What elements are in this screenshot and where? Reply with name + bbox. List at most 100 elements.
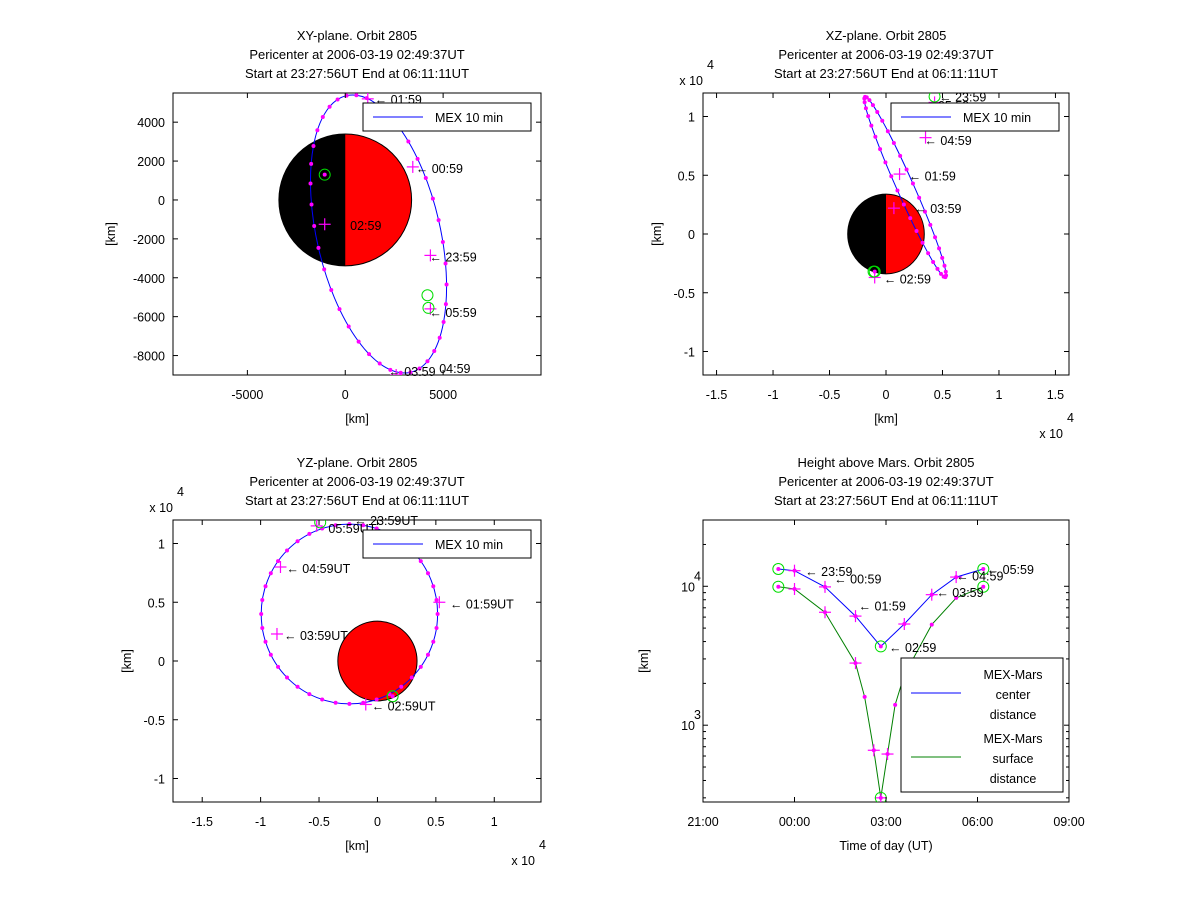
- ten-minute-dot: [425, 652, 430, 657]
- ten-minute-dot: [935, 266, 940, 271]
- ten-minute-dot: [434, 597, 439, 602]
- ten-minute-dot: [276, 559, 281, 564]
- x-tick-label: 06:00: [962, 815, 993, 829]
- x-axis-label: [km]: [345, 412, 369, 426]
- time-annotation-text: 01:59: [875, 599, 906, 613]
- ten-minute-dot: [327, 104, 332, 109]
- time-annotation-text: 05:59: [1003, 563, 1034, 577]
- time-annotation: ← 00:59: [834, 572, 881, 586]
- time-annotation: ← 03:59UT: [284, 629, 348, 643]
- ten-minute-dot: [430, 196, 435, 201]
- endpoint-marker: [772, 562, 785, 575]
- time-annotation-text: 05:59: [445, 306, 476, 320]
- y-tick-label: 0: [158, 194, 165, 208]
- mars-night-side: [847, 194, 886, 274]
- time-annotation-text: 02:59: [350, 219, 381, 233]
- ten-minute-dot: [260, 626, 265, 631]
- x-exponent-power: 4: [1067, 411, 1074, 425]
- legend-label: MEX 10 min: [435, 538, 503, 552]
- x-tick-label: -1: [767, 388, 778, 402]
- arrow-glyph: ←: [909, 169, 925, 183]
- ten-minute-dot: [409, 675, 414, 680]
- ten-minute-dot: [398, 370, 403, 375]
- plot-area: [259, 520, 446, 711]
- x-exponent-power: 4: [539, 838, 546, 852]
- x-tick-label: 0: [374, 815, 381, 829]
- chart-title-line: Start at 23:27:56UT End at 06:11:11UT: [774, 493, 998, 508]
- x-tick-label: 03:00: [870, 815, 901, 829]
- y-tick-label: -2000: [133, 233, 165, 247]
- y-tick-label: 4000: [137, 116, 165, 130]
- ten-minute-dot: [312, 224, 317, 229]
- ten-minute-dot: [417, 366, 422, 371]
- y-tick-label: 0: [158, 655, 165, 669]
- ten-minute-dot: [928, 222, 933, 227]
- time-annotation-text: 23:59: [955, 91, 986, 105]
- ten-minute-dot: [869, 123, 874, 128]
- x-tick-label: -1: [255, 815, 266, 829]
- ten-minute-dot: [295, 684, 300, 689]
- chart-title-line: Pericenter at 2006-03-19 02:49:37UT: [249, 47, 464, 62]
- ten-minute-dot: [910, 181, 915, 186]
- arrow-glyph: ←: [939, 91, 955, 105]
- time-annotation-text: 02:59UT: [388, 700, 436, 714]
- ten-minute-dot: [415, 156, 420, 161]
- arrow-glyph: ←: [936, 586, 952, 600]
- ten-minute-dot: [309, 202, 314, 207]
- legend-box: [900, 657, 1064, 793]
- ten-minute-dot: [940, 255, 945, 260]
- x-tick-label: 09:00: [1053, 815, 1084, 829]
- ten-minute-dot: [408, 370, 413, 375]
- x-tick-label: -0.5: [819, 388, 841, 402]
- x-tick-label: -5000: [231, 388, 263, 402]
- ten-minute-dot: [431, 639, 436, 644]
- ten-minute-dot: [268, 652, 273, 657]
- ten-minute-dot: [335, 97, 340, 102]
- ten-minute-dot: [361, 700, 366, 705]
- ten-minute-dot: [942, 263, 947, 268]
- ten-minute-dot: [878, 147, 883, 152]
- x-tick-label: -1.5: [706, 388, 728, 402]
- time-annotation: ← 02:59: [889, 641, 936, 655]
- time-annotation: 02:59: [350, 219, 381, 233]
- ten-minute-dot: [295, 539, 300, 544]
- ten-minute-dot: [418, 559, 423, 564]
- arrow-glyph: ←: [859, 599, 875, 613]
- ten-minute-dot: [361, 523, 366, 528]
- ten-minute-dot: [937, 246, 942, 251]
- endpoint-marker: [977, 580, 990, 593]
- chart-title-line: Start at 23:27:56UT End at 06:11:11UT: [245, 493, 469, 508]
- ten-minute-dot: [904, 167, 909, 172]
- ten-minute-dot: [307, 531, 312, 536]
- endpoint-marker: [874, 640, 887, 653]
- ten-minute-dot: [885, 129, 890, 134]
- pericenter-dot: [322, 172, 327, 177]
- ten-minute-dot: [981, 566, 986, 571]
- arrow-glyph: ←: [388, 365, 404, 379]
- legend-label: MEX 10 min: [435, 111, 503, 125]
- ten-minute-dot: [929, 622, 934, 627]
- arrow-glyph: ←: [924, 134, 940, 148]
- arrow-glyph: ←: [416, 162, 432, 176]
- ten-minute-dot: [435, 612, 440, 616]
- time-annotation-text: 03:59: [930, 202, 961, 216]
- x-tick-label: 00:00: [779, 815, 810, 829]
- ten-minute-dot: [863, 106, 868, 111]
- chart-title-line: Pericenter at 2006-03-19 02:49:37UT: [778, 47, 993, 62]
- ten-minute-dot: [943, 269, 948, 274]
- ten-minute-dot: [333, 700, 338, 705]
- time-annotation: ← 01:59UT: [450, 597, 514, 611]
- time-annotation: ← 23:59: [939, 91, 986, 105]
- chart-title-line: XZ-plane. Orbit 2805: [826, 28, 947, 43]
- legend-label-line: MEX-Mars: [983, 732, 1042, 746]
- ten-minute-dot: [954, 595, 959, 600]
- ten-minute-dot: [880, 118, 885, 123]
- x-axis-label: [km]: [874, 412, 898, 426]
- y-tick-label: 0: [688, 228, 695, 242]
- panel-3: YZ-plane. Orbit 2805 Pericenter at 2006-0…: [120, 455, 546, 868]
- x-exponent-base: x 10: [511, 854, 535, 868]
- pericenter-ring: [318, 168, 331, 181]
- chart-title-line: Pericenter at 2006-03-19 02:49:37UT: [249, 474, 464, 489]
- endpoint-marker: [422, 301, 435, 314]
- time-annotation: 04:59: [439, 362, 470, 376]
